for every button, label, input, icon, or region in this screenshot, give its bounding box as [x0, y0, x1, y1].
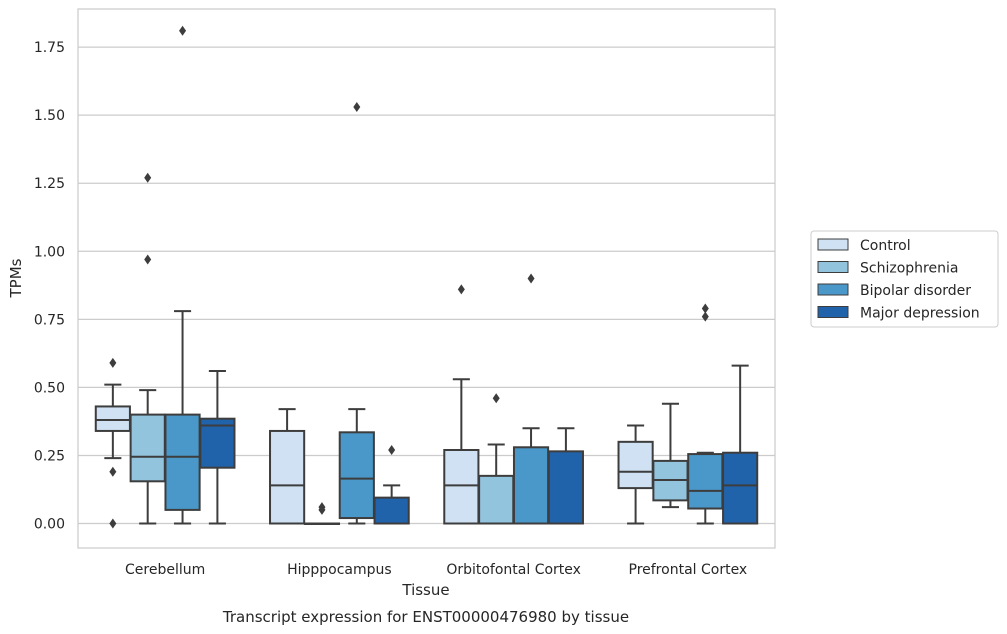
box [338, 431, 375, 520]
box-plot [652, 402, 689, 509]
box-plot [478, 393, 515, 525]
legend-label: Bipolar disorder [860, 283, 971, 299]
y-tick-label: 1.75 [34, 40, 65, 56]
box-plot [338, 102, 375, 525]
outlier-point [492, 393, 500, 404]
box [478, 474, 515, 525]
chart-caption: Transcript expression for ENST0000047698… [222, 608, 629, 626]
outlier-point [318, 504, 326, 515]
box-plot [687, 303, 724, 525]
box [617, 440, 654, 490]
y-tick-label: 0.50 [34, 380, 65, 396]
outlier-point [144, 254, 152, 265]
x-tick-label: Hipppocampus [287, 562, 392, 578]
box [512, 446, 550, 525]
box-plot [94, 357, 131, 529]
y-tick-labels: 0.00 0.25 0.50 0.75 1.00 1.25 1.50 1.75 [34, 40, 65, 532]
box-plot [129, 172, 166, 525]
outlier-point [353, 102, 361, 112]
legend-swatch [817, 283, 849, 296]
legend-frame [810, 230, 999, 328]
box [269, 429, 306, 525]
legend-swatch [817, 261, 849, 273]
box-plot [617, 424, 654, 525]
y-tick-label: 0.25 [34, 448, 65, 464]
outlier-point [701, 311, 709, 322]
box-plot [722, 364, 759, 525]
box-plot [269, 408, 306, 525]
box [722, 451, 759, 525]
box [547, 450, 584, 525]
box-plot [164, 25, 201, 525]
outlier-point [109, 518, 117, 529]
x-axis-label: Tissue [401, 581, 449, 599]
legend-label: Major depression [860, 306, 980, 322]
x-tick-label: Cerebellum [125, 562, 205, 578]
box-plot [512, 273, 550, 525]
outlier-point [701, 303, 709, 314]
y-tick-label: 0.00 [34, 517, 65, 533]
box [687, 453, 724, 510]
box [164, 413, 201, 511]
outlier-point [109, 466, 117, 477]
box [373, 496, 410, 525]
outlier-point [388, 445, 396, 455]
outlier-point [109, 357, 117, 368]
box [199, 417, 236, 469]
x-tick-labels: Cerebellum Hipppocampus Orbitofontal Corte… [125, 562, 747, 578]
y-tick-label: 1.50 [34, 108, 65, 124]
legend-swatch [817, 238, 849, 251]
legend: Control Schizophrenia Bipolar disorder Majo… [810, 230, 999, 328]
box-plot [199, 370, 236, 525]
outlier-point [527, 273, 535, 284]
box-plot [303, 502, 341, 525]
x-tick-label: Prefrontal Cortex [629, 562, 748, 578]
x-tick-label: Orbitofontal Cortex [446, 562, 581, 578]
y-tick-label: 0.75 [34, 312, 65, 328]
legend-swatch [817, 306, 849, 318]
y-tick-label: 1.00 [34, 244, 65, 260]
box-plot [547, 427, 584, 525]
box-plot [373, 445, 410, 525]
box-plots [94, 25, 759, 529]
box [443, 449, 480, 525]
outlier-point [144, 172, 152, 183]
box [94, 405, 131, 432]
y-axis-label: TPMs [7, 258, 25, 298]
outlier-point [457, 284, 465, 295]
legend-label: Control [860, 238, 911, 254]
outlier-point [179, 25, 187, 36]
y-tick-label: 1.25 [34, 176, 65, 192]
box-plot [443, 284, 480, 525]
plot-frame [77, 8, 776, 549]
box [129, 413, 166, 483]
legend-label: Schizophrenia [860, 261, 958, 277]
